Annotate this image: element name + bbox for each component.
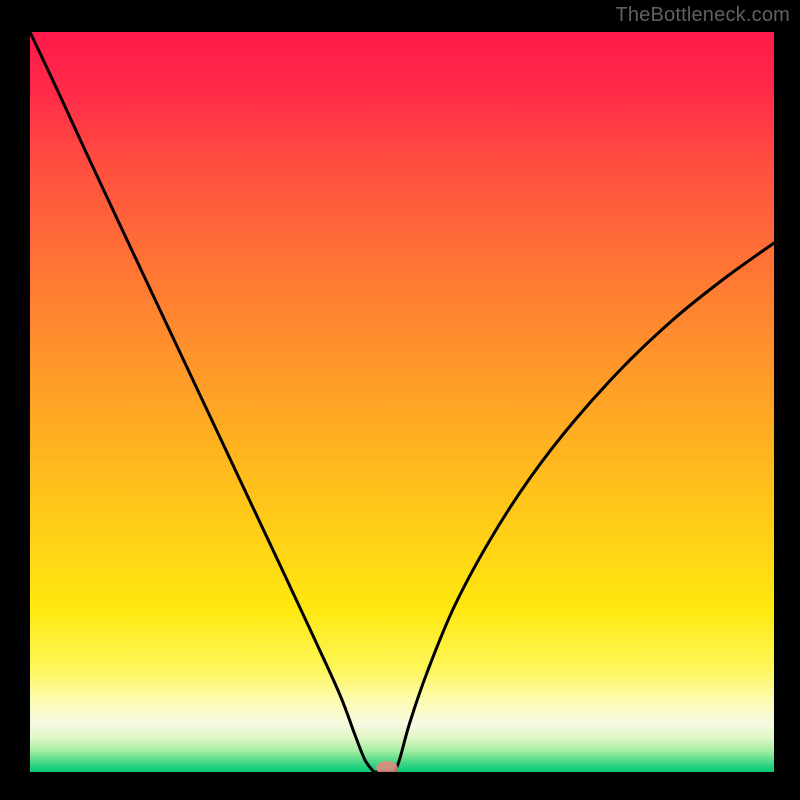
watermark-label: TheBottleneck.com [615, 4, 790, 27]
chart-frame: TheBottleneck.com [0, 0, 800, 800]
bottleneck-curve-chart [0, 0, 800, 800]
optimal-point-marker [376, 761, 398, 775]
gradient-background [30, 32, 774, 772]
